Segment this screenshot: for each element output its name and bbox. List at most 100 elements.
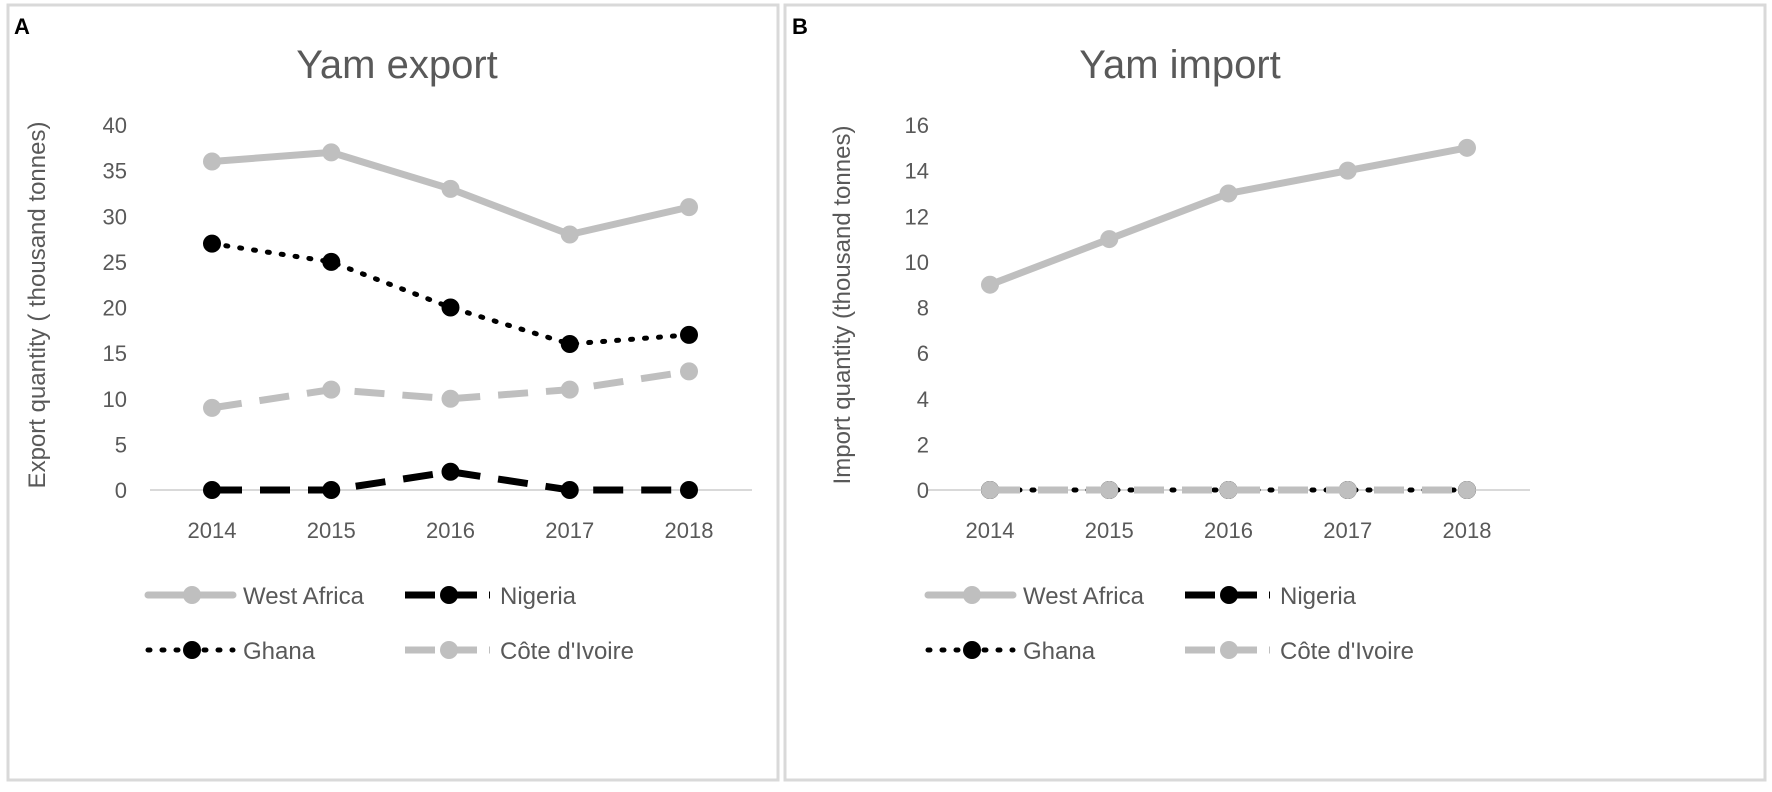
- y-tick-label: 35: [103, 159, 127, 184]
- y-tick-label: 25: [103, 250, 127, 275]
- legend-item: Ghana: [145, 638, 316, 665]
- y-tick-label: 12: [905, 204, 929, 229]
- data-point: [322, 481, 341, 499]
- y-tick-label: 14: [905, 159, 929, 184]
- legend-item: West Africa: [144, 583, 365, 610]
- y-tick-label: 2: [917, 432, 929, 457]
- series-nigeria: [203, 462, 698, 499]
- data-point: [981, 481, 999, 499]
- data-point: [203, 481, 221, 499]
- data-point: [1458, 138, 1476, 157]
- panel-a-border: [6, 3, 780, 782]
- legend-item: Nigeria: [405, 583, 577, 610]
- data-point: [1100, 481, 1119, 499]
- series-c-te-d-ivoire: [203, 362, 698, 417]
- x-tick-label: 2018: [665, 518, 714, 543]
- data-point: [322, 143, 341, 162]
- y-tick-label: 40: [103, 113, 127, 138]
- data-point: [441, 462, 460, 481]
- legend-marker: [183, 586, 201, 604]
- panel-b-border: [783, 3, 1767, 782]
- x-tick-label: 2017: [545, 518, 594, 543]
- data-point: [560, 335, 579, 353]
- data-point: [322, 252, 341, 271]
- y-tick-label: 5: [115, 432, 127, 457]
- data-point: [1219, 481, 1238, 499]
- data-point: [981, 275, 999, 294]
- y-tick-label: 30: [103, 204, 127, 229]
- y-tick-label: 0: [115, 478, 127, 503]
- data-point: [560, 481, 579, 499]
- legend-label: Nigeria: [500, 583, 577, 610]
- data-point: [1338, 481, 1357, 499]
- y-tick-label: 20: [103, 296, 127, 321]
- data-point: [560, 225, 579, 244]
- panel-a-yam-export: A Yam export Export quantity ( thousand …: [6, 3, 780, 782]
- data-point: [203, 234, 221, 253]
- y-axis-label: Export quantity ( thousand tonnes): [24, 122, 51, 489]
- x-tick-label: 2016: [426, 518, 475, 543]
- data-point: [680, 481, 698, 499]
- legend-item: Côte d'Ivoire: [1185, 638, 1414, 665]
- data-point: [441, 389, 460, 408]
- legend-label: Nigeria: [1280, 583, 1357, 610]
- legend-label: Côte d'Ivoire: [500, 638, 634, 665]
- legend-label: Ghana: [1023, 638, 1096, 665]
- legend-marker: [440, 586, 458, 604]
- data-point: [1219, 184, 1238, 203]
- y-tick-label: 0: [917, 478, 929, 503]
- chart-title: Yam import: [1079, 43, 1281, 87]
- data-point: [1458, 481, 1476, 499]
- legend-label: West Africa: [243, 583, 365, 610]
- data-point: [322, 380, 341, 399]
- panel-b-yam-import: B Yam import Import quantity (thousand t…: [783, 3, 1767, 782]
- data-point: [1338, 161, 1357, 180]
- legend-item: West Africa: [924, 583, 1145, 610]
- series-c-te-d-ivoire: [981, 481, 1476, 499]
- y-tick-label: 10: [905, 250, 929, 275]
- data-point: [560, 380, 579, 399]
- legend-marker: [963, 641, 981, 659]
- series-line: [212, 468, 689, 494]
- legend-label: West Africa: [1023, 583, 1145, 610]
- x-tick-label: 2018: [1443, 518, 1492, 543]
- legend-marker: [440, 641, 458, 659]
- y-tick-label: 4: [917, 387, 929, 412]
- data-point: [680, 198, 698, 217]
- legend-marker: [1220, 641, 1238, 659]
- data-point: [441, 298, 460, 317]
- data-point: [203, 398, 221, 417]
- data-point: [680, 325, 698, 344]
- data-point: [441, 179, 460, 198]
- x-tick-label: 2015: [1085, 518, 1134, 543]
- legend-marker: [183, 641, 201, 659]
- legend-item: Côte d'Ivoire: [405, 638, 634, 665]
- x-tick-label: 2016: [1204, 518, 1253, 543]
- legend-item: Nigeria: [1185, 583, 1357, 610]
- panel-b-letter: B: [792, 14, 808, 39]
- data-point: [203, 152, 221, 171]
- y-axis-label: Import quantity (thousand tonnes): [829, 126, 856, 485]
- data-point: [1100, 230, 1119, 249]
- series-west-africa: [203, 143, 698, 244]
- x-tick-label: 2015: [307, 518, 356, 543]
- y-tick-label: 6: [917, 341, 929, 366]
- panel-a-letter: A: [14, 14, 30, 39]
- data-point: [680, 362, 698, 381]
- y-tick-label: 15: [103, 341, 127, 366]
- series-ghana: [203, 234, 698, 353]
- x-tick-label: 2017: [1323, 518, 1372, 543]
- legend-marker: [963, 586, 981, 604]
- x-tick-label: 2014: [966, 518, 1015, 543]
- y-tick-label: 8: [917, 296, 929, 321]
- series-west-africa: [981, 138, 1476, 294]
- legend-label: Côte d'Ivoire: [1280, 638, 1414, 665]
- chart-title: Yam export: [296, 43, 498, 87]
- y-tick-label: 16: [905, 113, 929, 138]
- legend-marker: [1220, 586, 1238, 604]
- y-tick-label: 10: [103, 387, 127, 412]
- x-tick-label: 2014: [188, 518, 237, 543]
- legend-label: Ghana: [243, 638, 316, 665]
- legend-item: Ghana: [925, 638, 1096, 665]
